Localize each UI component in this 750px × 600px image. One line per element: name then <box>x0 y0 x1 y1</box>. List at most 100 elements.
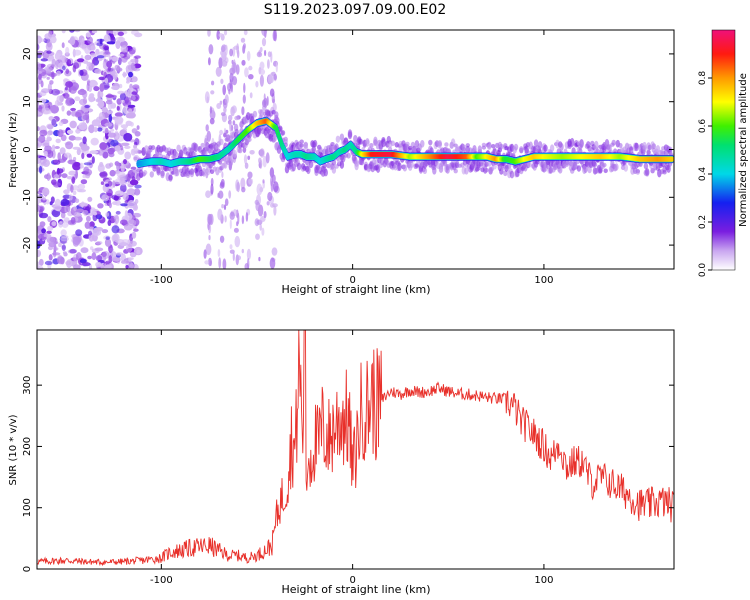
noise-speck <box>52 159 61 165</box>
noise-speck <box>85 32 91 38</box>
ridge-halo <box>564 162 570 167</box>
noise-speck <box>232 120 236 126</box>
ridge-halo <box>579 139 584 149</box>
noise-speck <box>73 162 81 167</box>
noise-speck <box>127 104 136 108</box>
noise-speck <box>254 199 259 206</box>
noise-speck <box>61 105 65 112</box>
y-tick-label: 100 <box>22 498 33 517</box>
noise-speck <box>50 196 55 204</box>
ridge-halo <box>437 140 442 146</box>
ridge-halo <box>444 142 449 147</box>
noise-speck <box>84 54 92 61</box>
noise-speck <box>248 65 253 71</box>
noise-speck <box>53 204 62 211</box>
noise-speck <box>111 225 120 234</box>
noise-speck <box>79 69 84 76</box>
colorbar-ticks: 0.0 0.2 0.4 0.6 0.8 <box>698 71 712 277</box>
noise-speck <box>264 49 267 57</box>
ridge-halo <box>594 140 599 150</box>
noise-speck <box>229 244 233 250</box>
noise-speck <box>273 205 277 216</box>
ridge-halo <box>335 135 341 143</box>
noise-speck <box>263 211 267 219</box>
noise-speck <box>37 70 43 74</box>
ridge-halo <box>308 160 314 169</box>
noise-speck <box>116 162 120 171</box>
ridge-halo <box>267 128 272 136</box>
noise-speck <box>228 190 232 199</box>
noise-speck <box>221 204 225 209</box>
ridge-halo <box>233 123 239 132</box>
noise-speck <box>246 50 251 62</box>
noise-speck <box>57 53 63 60</box>
snr-x-label: Height of straight line (km) <box>281 583 430 596</box>
ridge-halo <box>634 142 639 152</box>
noise-speck <box>205 190 211 198</box>
noise-speck <box>76 208 84 213</box>
noise-speck <box>205 124 209 132</box>
colorbar-gradient <box>711 29 736 271</box>
noise-speck <box>121 239 129 243</box>
x-tick-label: 0 <box>349 275 355 286</box>
noise-speck <box>62 65 66 71</box>
noise-speck <box>242 94 246 104</box>
noise-speck <box>259 148 265 158</box>
noise-speck <box>51 118 57 126</box>
noise-speck <box>45 42 53 52</box>
noise-speck <box>114 112 123 117</box>
ridge-halo <box>645 168 650 176</box>
noise-speck <box>55 60 59 70</box>
noise-speck <box>112 71 118 81</box>
noise-speck <box>115 40 121 49</box>
noise-speck <box>43 110 52 115</box>
noise-speck <box>37 249 41 258</box>
noise-speck <box>98 112 105 121</box>
noise-speck <box>247 155 251 160</box>
ridge-halo <box>221 162 227 169</box>
noise-speck <box>128 71 133 78</box>
noise-speck <box>105 260 110 266</box>
noise-speck <box>46 50 52 54</box>
noise-speck <box>124 151 132 160</box>
noise-speck <box>56 70 61 76</box>
noise-speck <box>101 194 110 202</box>
noise-speck <box>87 212 94 216</box>
noise-speck <box>256 183 263 196</box>
noise-speck <box>105 183 110 187</box>
ridge-halo <box>428 139 433 146</box>
noise-speck <box>118 53 125 57</box>
noise-speck <box>61 42 65 49</box>
ridge-halo <box>274 111 279 119</box>
noise-speck <box>114 119 123 126</box>
noise-speck <box>95 48 100 55</box>
ridge-halo <box>280 130 286 136</box>
noise-speck <box>128 108 133 114</box>
noise-speck <box>229 249 235 254</box>
noise-speck <box>97 163 105 173</box>
noise-speck <box>43 142 50 147</box>
noise-speck <box>84 168 93 176</box>
noise-speck <box>60 236 69 242</box>
noise-speck <box>37 266 44 269</box>
noise-speck <box>81 152 85 159</box>
noise-speck <box>91 30 98 34</box>
noise-speck <box>262 179 265 184</box>
noise-speck <box>51 221 57 227</box>
noise-speck <box>93 86 100 92</box>
noise-speck <box>107 147 115 155</box>
noise-speck <box>106 60 113 68</box>
ridge <box>136 104 674 182</box>
noise-speck <box>204 91 210 104</box>
noise-speck <box>42 196 46 201</box>
ridge-halo <box>205 167 211 176</box>
noise-speck <box>136 249 141 255</box>
ridge-halo <box>168 174 173 181</box>
ridge-halo <box>643 162 649 170</box>
noise-speck <box>232 252 235 262</box>
noise-speck <box>260 216 266 222</box>
noise-speck <box>110 35 115 41</box>
noise-speck <box>259 159 263 169</box>
noise-speck <box>275 61 278 73</box>
